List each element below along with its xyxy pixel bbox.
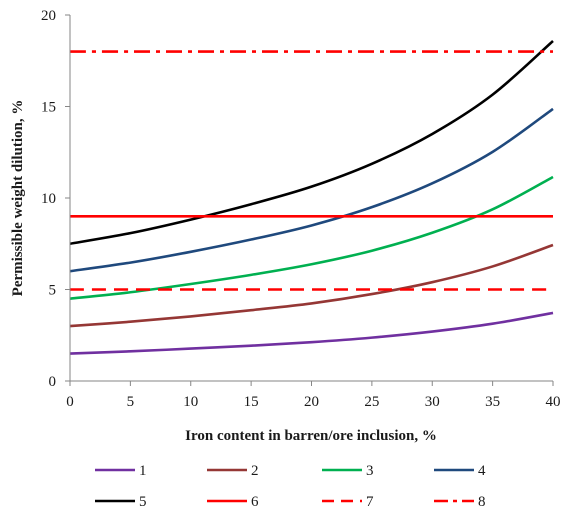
legend-label: 6: [251, 494, 259, 510]
legend-item-2: 2: [207, 463, 259, 479]
x-tick-label: 5: [127, 394, 135, 410]
legend-label: 4: [478, 463, 486, 479]
y-tick-label: 10: [41, 191, 56, 207]
x-tick-label: 20: [304, 394, 319, 410]
y-tick-label: 5: [49, 283, 57, 299]
x-tick-label: 15: [244, 394, 259, 410]
x-tick-label: 40: [546, 394, 561, 410]
y-tick-label: 15: [41, 100, 56, 116]
legend-item-4: 4: [434, 463, 486, 479]
legend-item-7: 7: [322, 494, 374, 510]
legend-item-5: 5: [95, 494, 147, 510]
series-line-5: [69, 40, 554, 246]
legend-item-6: 6: [207, 494, 259, 510]
series-line-1: [69, 311, 554, 355]
legend-label: 7: [366, 494, 374, 510]
legend-item-1: 1: [95, 463, 147, 479]
x-tick-label: 25: [364, 394, 379, 410]
series-layer: [69, 40, 554, 355]
legend-label: 3: [366, 463, 374, 479]
series-line-4: [69, 107, 554, 273]
series-line-3: [69, 175, 554, 300]
legend-label: 1: [139, 463, 147, 479]
x-tick-label: 10: [183, 394, 198, 410]
legend-label: 8: [478, 494, 486, 510]
y-tick-label: 20: [41, 8, 56, 24]
legend-label: 5: [139, 494, 147, 510]
tick-labels: 0 5 10 15 20 0 5 10 15 20 25 30 35 40: [41, 8, 561, 410]
x-axis-title: Iron content in barren/ore inclusion, %: [185, 428, 437, 444]
x-tick-label: 0: [66, 394, 74, 410]
legend: 1 2 3 4 5 6 7 8: [95, 463, 486, 510]
x-tick-label: 30: [425, 394, 440, 410]
legend-item-3: 3: [322, 463, 374, 479]
y-axis-title: Permissible weight dilution, %: [10, 100, 26, 297]
legend-label: 2: [251, 463, 259, 479]
series-line-2: [69, 243, 554, 328]
y-tick-label: 0: [49, 374, 57, 390]
legend-item-8: 8: [434, 494, 486, 510]
x-tick-label: 35: [485, 394, 500, 410]
